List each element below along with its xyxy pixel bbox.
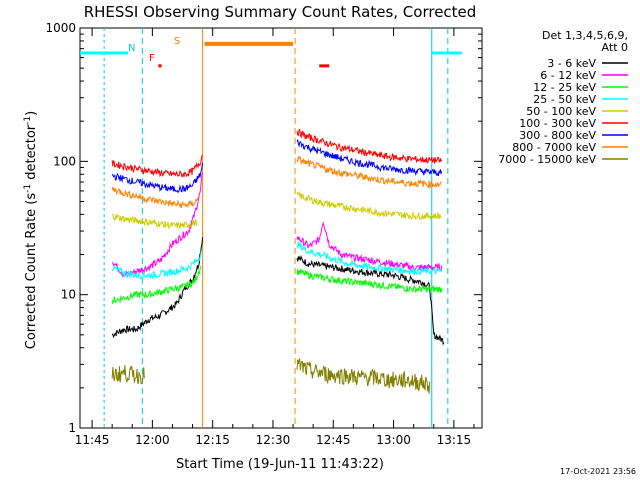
series-line (296, 358, 431, 394)
series-line (296, 241, 443, 277)
series-line (111, 266, 202, 305)
x-tick-label: 13:00 (376, 433, 411, 447)
marker-n: N (128, 43, 135, 54)
series-line (111, 162, 204, 194)
marker-f: F (149, 53, 155, 64)
legend-title-attenuator: Att 0 (602, 41, 628, 54)
series-line (296, 156, 442, 189)
y-tick-label: 100 (53, 154, 76, 168)
legend-label: 7000 - 15000 keV (498, 153, 596, 166)
legend-label: 6 - 12 keV (540, 69, 596, 82)
chart-title: RHESSI Observing Summary Count Rates, Co… (84, 3, 477, 21)
x-tick-label: 12:00 (135, 433, 170, 447)
legend-label: 300 - 800 keV (519, 129, 596, 142)
series-line (296, 268, 443, 293)
legend-label: 50 - 100 keV (526, 105, 596, 118)
legend-label: 3 - 6 keV (547, 57, 596, 70)
y-tick-label: 1 (68, 421, 76, 435)
plot-layer (80, 28, 462, 428)
series-line (296, 190, 442, 221)
x-tick-label: 11:45 (75, 433, 110, 447)
y-tick-label: 10 (61, 288, 76, 302)
legend-label: 12 - 25 keV (533, 81, 596, 94)
series-line (111, 249, 203, 281)
marker-s: S (174, 36, 180, 47)
series-line (296, 128, 443, 164)
series-line (296, 139, 443, 177)
axis-layer: 1 10 100 1000 11:45 12:00 12:15 12:30 12:45 13:00… (45, 21, 482, 447)
legend-label: 800 - 7000 keV (512, 141, 596, 154)
legend-title-detectors: Det 1,3,4,5,6,9, (542, 29, 628, 42)
x-tick-label: 12:30 (256, 433, 291, 447)
series-line (111, 172, 204, 279)
series-line (111, 213, 198, 230)
series-line (111, 155, 203, 178)
series-line (296, 254, 445, 346)
legend-label: 25 - 50 keV (533, 93, 596, 106)
x-tick-label: 12:45 (316, 433, 351, 447)
series-line (296, 221, 443, 273)
footer-timestamp: 17-Oct-2021 23:56 (560, 467, 636, 476)
x-tick-label: 12:15 (195, 433, 230, 447)
y-tick-label: 1000 (45, 21, 76, 35)
y-axis-label: Corrected Count Rate (s-1 detector-1) (23, 111, 39, 349)
series-line (111, 365, 145, 385)
legend-label: 100 - 300 keV (519, 117, 596, 130)
x-axis-label: Start Time (19-Jun-11 11:43:22) (176, 457, 384, 472)
series-line (111, 237, 204, 339)
series-line (111, 186, 200, 209)
x-tick-label: 13:15 (437, 433, 472, 447)
plot-frame (79, 27, 483, 429)
